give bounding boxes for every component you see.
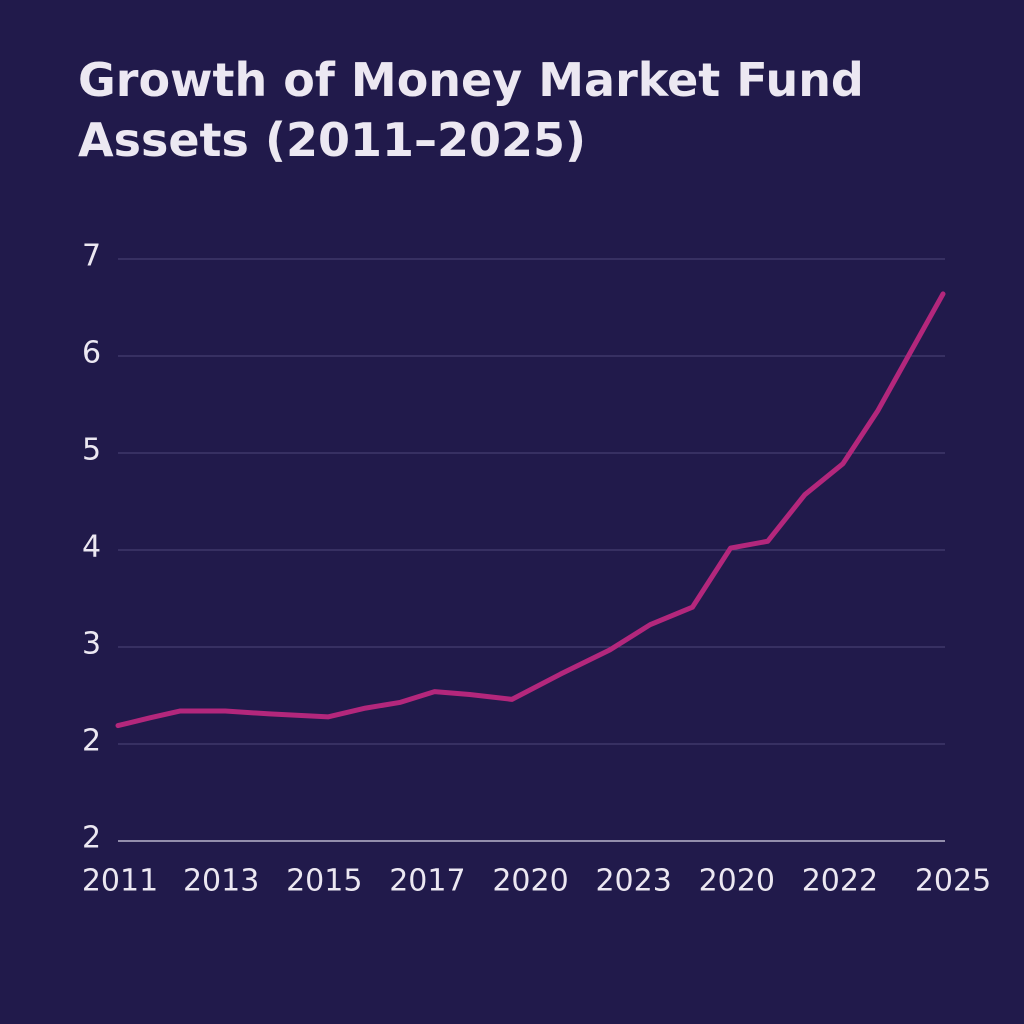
data-line [115,291,946,729]
x-tick-label: 2011 [82,864,158,899]
y-tick-label: 4 [82,530,101,565]
y-tick-label: 7 [82,239,101,274]
chart-title: Growth of Money Market Fund Assets (2011… [78,53,864,167]
y-tick-label: 2 [82,821,101,856]
x-tick-label: 2017 [389,864,465,899]
x-tick-label: 2022 [802,864,878,899]
x-tick-label: 2023 [595,864,671,899]
y-tick-label: 6 [82,336,101,371]
y-tick-label: 3 [82,627,101,662]
x-tick-label: 2013 [183,864,259,899]
x-tick-label: 2025 [915,864,991,899]
y-tick-label: 5 [82,433,101,468]
x-tick-label: 2020 [492,864,568,899]
y-tick-label: 2 [82,724,101,759]
x-tick-label: 2020 [699,864,775,899]
x-tick-label: 2015 [286,864,362,899]
